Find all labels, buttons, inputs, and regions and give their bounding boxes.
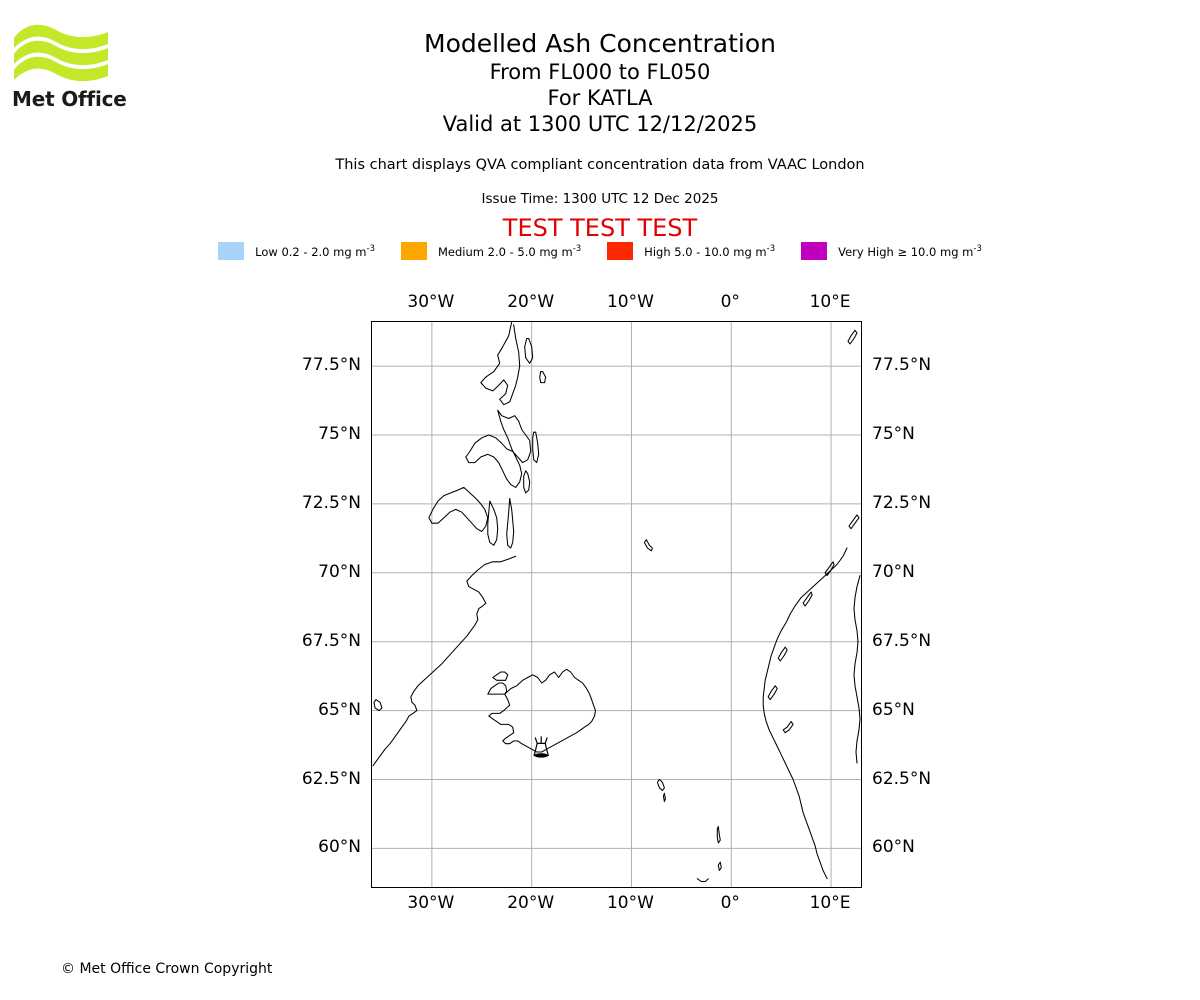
coastline-path <box>848 514 860 530</box>
coastline-path <box>777 646 788 662</box>
legend-label-medium: Medium 2.0 - 5.0 mg m-3 <box>437 243 582 259</box>
lat-tick-label-left: 62.5°N <box>301 768 361 789</box>
lon-tick-label: 30°W <box>407 893 455 913</box>
lat-tick-label-right: 65°N <box>872 699 915 720</box>
lat-tick-label-right: 60°N <box>872 837 915 858</box>
coastline-path <box>488 668 597 753</box>
concentration-legend: Low 0.2 - 2.0 mg m-3 Medium 2.0 - 5.0 mg… <box>0 242 1200 260</box>
map-gridlines <box>372 322 861 887</box>
page-title: Modelled Ash Concentration <box>424 29 776 58</box>
map-markers <box>533 736 549 758</box>
coastline-path <box>523 470 531 494</box>
coastline-path <box>428 486 489 533</box>
legend-item-high: High 5.0 - 10.0 mg m-3 <box>607 242 775 260</box>
coastline-path <box>847 329 858 345</box>
test-banner: TEST TEST TEST <box>502 214 698 242</box>
coastline-path <box>487 682 508 695</box>
coastline-path <box>539 371 547 384</box>
coastline-path <box>532 431 540 464</box>
coastline-path <box>643 539 653 552</box>
lon-tick-label: 10°W <box>606 893 654 913</box>
coastline-path <box>465 409 532 488</box>
valid-time: Valid at 1300 UTC 12/12/2025 <box>442 112 758 136</box>
coastline-path <box>524 337 534 364</box>
qva-note: This chart displays QVA compliant concen… <box>335 157 865 173</box>
volcano-name: For KATLA <box>547 86 653 110</box>
lat-tick-label-left: 60°N <box>318 837 361 858</box>
coastline-path <box>762 547 848 880</box>
lat-tick-label-left: 75°N <box>318 424 361 444</box>
lon-tick-label: 20°W <box>507 292 555 312</box>
coastline-path <box>824 561 835 577</box>
lat-tick-label-left: 67.5°N <box>301 630 361 651</box>
lat-tick-label-left: 77.5°N <box>301 355 361 376</box>
lon-tick-label: 10°E <box>809 292 851 312</box>
coastline-path <box>373 699 383 712</box>
coastline-path <box>506 497 515 549</box>
legend-item-medium: Medium 2.0 - 5.0 mg m-3 <box>400 242 582 260</box>
lon-tick-label: 10°E <box>809 893 851 913</box>
katla-volcano-icon[interactable] <box>533 736 549 758</box>
flight-level-range: From FL000 to FL050 <box>489 60 711 84</box>
lon-tick-label: 30°W <box>407 292 455 312</box>
lon-tick-label: 0° <box>720 893 740 913</box>
met-office-logo: Met Office <box>12 24 212 120</box>
issue-time: Issue Time: 1300 UTC 12 Dec 2025 <box>481 191 719 207</box>
lat-tick-label-right: 72.5°N <box>872 492 932 513</box>
legend-item-very-high: Very High ≥ 10.0 mg m-3 <box>801 242 982 260</box>
coastline-path <box>372 555 517 767</box>
met-office-logo-text: Met Office <box>12 87 127 111</box>
lat-tick-label-left: 72.5°N <box>301 492 361 513</box>
coastline-path <box>716 825 721 844</box>
chart-title-block: Modelled Ash Concentration From FL000 to… <box>0 28 1200 137</box>
legend-swatch-high <box>607 242 634 260</box>
lat-tick-label-right: 62.5°N <box>872 768 932 789</box>
coastline-path <box>802 591 813 607</box>
coastline-path <box>487 500 499 546</box>
coastline-path <box>717 861 722 872</box>
legend-swatch-medium <box>400 242 427 260</box>
legend-label-high: High 5.0 - 10.0 mg m-3 <box>644 243 776 259</box>
legend-label-very-high: Very High ≥ 10.0 mg m-3 <box>838 243 982 259</box>
map-coastlines <box>372 322 861 883</box>
coastline-path <box>853 575 861 764</box>
ash-concentration-map[interactable] <box>371 321 862 888</box>
lat-tick-label-left: 70°N <box>318 561 361 582</box>
lon-tick-label: 20°W <box>507 893 555 913</box>
map-canvas <box>372 322 861 887</box>
lat-tick-label-right: 70°N <box>872 561 915 582</box>
lat-tick-label-right: 77.5°N <box>872 355 932 376</box>
coastline-path <box>696 878 709 883</box>
legend-label-low: Low 0.2 - 2.0 mg m-3 <box>255 243 375 259</box>
met-office-wave-mark <box>14 24 108 82</box>
coastline-path <box>492 671 509 681</box>
lat-tick-label-left: 65°N <box>318 699 361 720</box>
coastline-path <box>656 778 665 792</box>
legend-swatch-very-high <box>801 242 828 260</box>
lat-tick-label-right: 75°N <box>872 424 915 444</box>
coastline-path <box>767 685 778 701</box>
lon-tick-label: 10°W <box>606 292 654 312</box>
copyright-notice: © Met Office Crown Copyright <box>61 961 273 977</box>
coastline-path <box>782 721 794 734</box>
lon-tick-label: 0° <box>720 292 740 312</box>
coastline-path <box>662 792 666 803</box>
legend-swatch-low <box>218 242 245 260</box>
lat-tick-label-right: 67.5°N <box>872 630 932 651</box>
legend-item-low: Low 0.2 - 2.0 mg m-3 <box>218 242 375 260</box>
coastline-path <box>480 322 521 406</box>
